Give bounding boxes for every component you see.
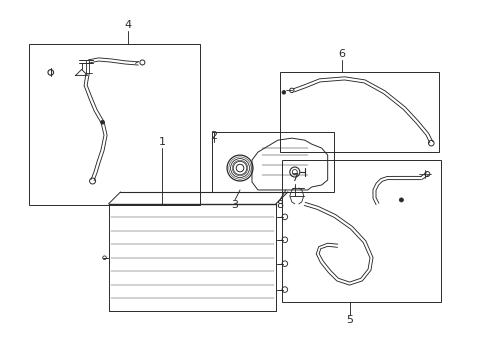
Bar bbox=[281, 160, 440, 302]
Text: 5: 5 bbox=[346, 315, 352, 325]
Circle shape bbox=[399, 198, 403, 202]
Text: 3: 3 bbox=[231, 200, 238, 210]
Text: 8: 8 bbox=[276, 200, 283, 210]
Bar bbox=[279, 72, 438, 152]
Text: 4: 4 bbox=[124, 19, 132, 30]
Text: 7: 7 bbox=[291, 173, 298, 183]
Text: 2: 2 bbox=[210, 131, 217, 141]
Circle shape bbox=[282, 91, 285, 94]
Bar bbox=[29, 44, 200, 205]
Circle shape bbox=[101, 120, 104, 124]
Text: 6: 6 bbox=[337, 49, 345, 59]
Bar bbox=[212, 132, 333, 192]
Text: 1: 1 bbox=[159, 137, 165, 147]
